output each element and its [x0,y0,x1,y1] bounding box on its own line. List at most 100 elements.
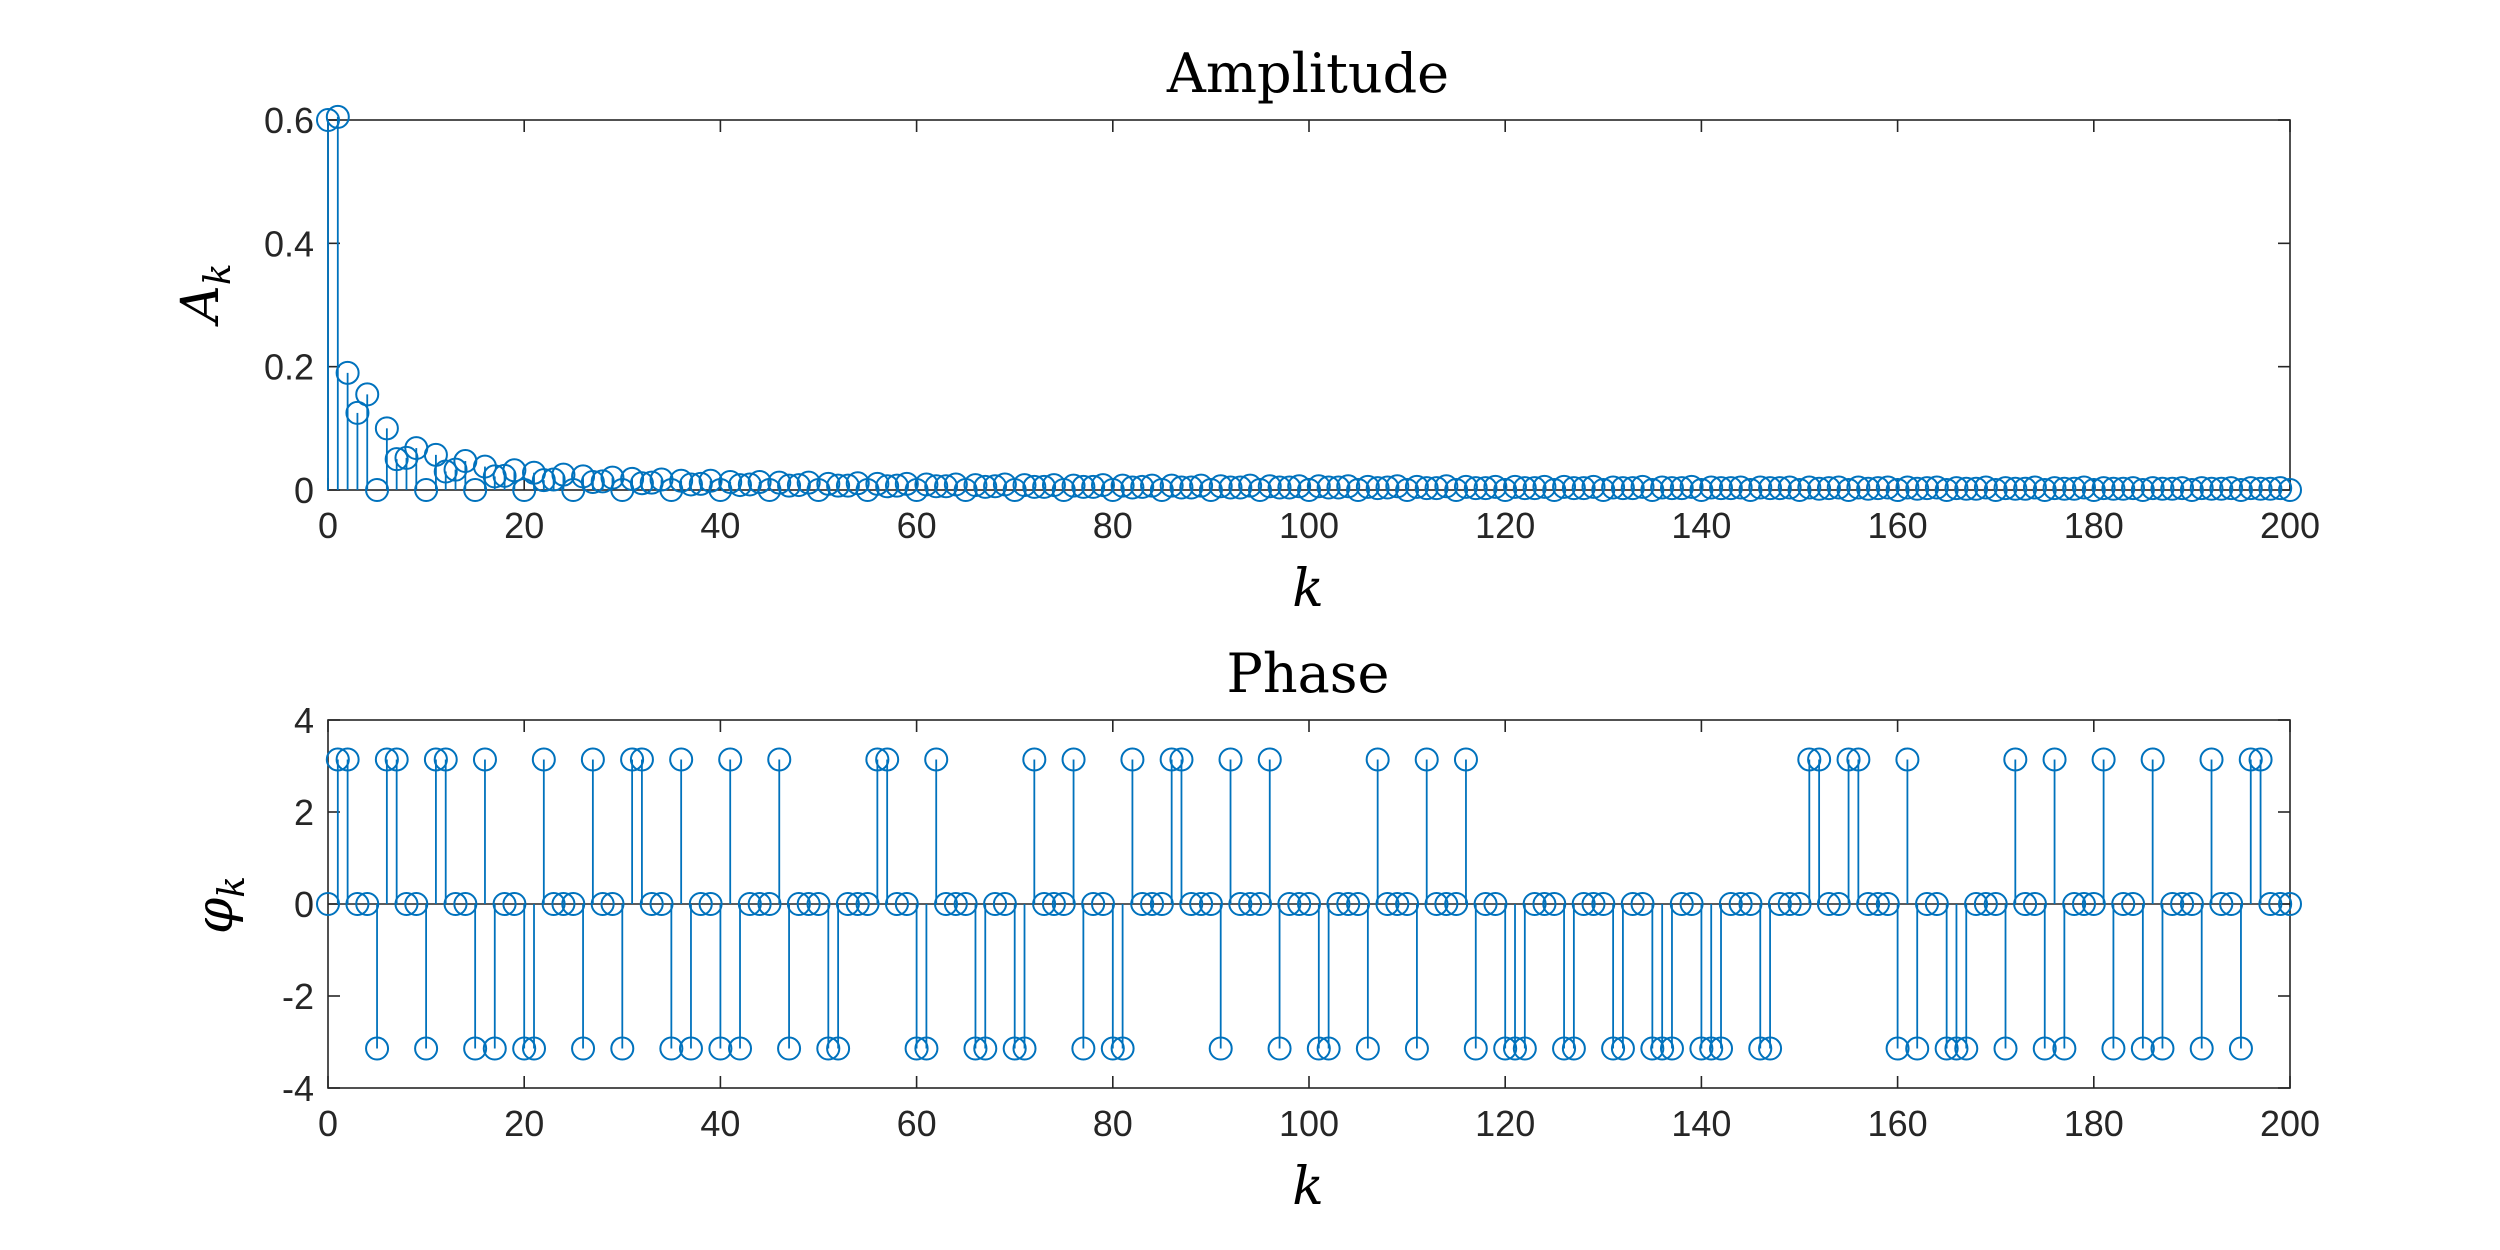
phase-stem-marker [1326,892,1351,916]
phase-ytick-label: 4 [294,700,314,741]
phase-stem-marker [1591,892,1616,916]
amplitude-stem-marker [865,471,890,496]
amplitude-stem-marker [2160,476,2185,501]
phase-stem-marker [374,747,399,772]
phase-stem-marker [316,892,340,916]
phase-xtick-label: 80 [1093,1103,1133,1144]
phase-stem-marker [1699,1036,1724,1061]
amplitude-stem-marker [1650,475,1675,500]
amplitude-stem-marker [1404,474,1429,499]
amplitude-stem-marker [777,473,802,498]
amplitude-stem-marker [1885,478,1910,502]
phase-stem-marker [1267,1036,1292,1061]
phase-stem-marker [1797,747,1822,772]
amplitude-stem-marker [2150,476,2175,501]
amplitude-stem-marker [384,447,409,472]
amplitude-stem-marker [2101,476,2126,501]
phase-stem-marker [1453,747,1478,772]
phase-stem-marker [1365,747,1390,772]
phase-stem-marker [1277,892,1302,916]
phase-stem-marker [1777,892,1802,916]
amplitude-xtick-label: 160 [1868,505,1928,546]
phase-stem-marker [2219,892,2244,916]
phase-stem-marker [492,892,517,916]
phase-stem-marker [620,747,645,772]
phase-stem-marker [737,892,762,916]
amplitude-stem-marker [1591,478,1616,502]
amplitude-stem-marker [728,473,753,498]
amplitude-stem-marker [1895,475,1920,500]
phase-stem-marker [600,892,625,916]
phase-stem-marker [394,892,419,916]
phase-stem-marker [1051,892,1076,916]
amplitude-stem-marker [1267,475,1292,500]
phase-xtick-label: 0 [318,1103,338,1144]
phase-stem-marker [1228,892,1253,916]
phase-stem-marker [924,747,949,772]
phase-stem-marker [1905,1036,1930,1061]
amplitude-stem-marker [629,471,654,496]
amplitude-stem-marker [1728,475,1753,500]
phase-stem-marker [472,747,497,772]
phase-stem-marker [1346,892,1371,916]
amplitude-stem-marker [463,478,488,502]
amplitude-stem-marker [1198,478,1223,502]
phase-stem-marker [1012,1036,1037,1061]
phase-xtick-label: 100 [1279,1103,1339,1144]
phase-ylabel: φk [185,876,253,934]
amplitude-stem-marker [1159,473,1184,498]
amplitude-stem-marker [1385,474,1410,499]
phase-stem-marker [678,1036,703,1061]
amplitude-stem-marker [1512,476,1537,501]
phase-stem-marker [2130,1036,2155,1061]
phase-stem-marker [2238,747,2263,772]
phase-stem-marker [688,892,713,916]
phase-stem-marker [1169,747,1194,772]
phase-stem-marker [1836,747,1861,772]
phase-stem-marker [531,747,556,772]
phase-stem-marker [1483,892,1508,916]
amplitude-stem-marker [1630,474,1655,499]
amplitude-stem-marker [1905,476,1930,501]
amplitude-stem-marker [2238,476,2263,501]
phase-stem-marker [845,892,870,916]
phase-stem-marker [571,1036,596,1061]
amplitude-stem-marker [1375,475,1400,500]
amplitude-stem-marker [590,469,615,494]
amplitude-stem-marker [1561,476,1586,501]
amplitude-xtick-label: 120 [1475,505,1535,546]
amplitude-stem-marker [1718,476,1743,501]
phase-stem-marker [1120,747,1145,772]
amplitude-stem-marker [1679,474,1704,499]
phase-stem-marker [1218,747,1243,772]
phase-stem-marker [1503,1036,1528,1061]
amplitude-stem-marker [718,469,743,494]
amplitude-stem-marker [1247,478,1272,502]
amplitude-stem-marker [1032,474,1057,499]
phase-stem-marker [1738,892,1763,916]
phase-stem-marker [433,747,458,772]
phase-stem-marker [2160,892,2185,916]
phase-stem-marker [1915,892,1940,916]
amplitude-stem-marker [414,478,439,502]
phase-xlabel: k [1292,1157,1324,1217]
amplitude-stem-marker [1699,475,1724,500]
amplitude-stem-marker [1944,476,1969,501]
amplitude-stem-marker [1316,475,1341,500]
amplitude-xtick-label: 80 [1093,505,1133,546]
amplitude-ylabel-sub: k [198,263,239,285]
amplitude-stem-marker [1610,476,1635,501]
amplitude-stem-marker [767,470,792,495]
amplitude-stem-marker [2140,476,2165,501]
amplitude-stem-marker [365,478,390,502]
phase-stem-marker [629,747,654,772]
phase-stem-marker [669,747,694,772]
phase-stem-marker [384,747,409,772]
amplitude-stem-marker [2032,478,2057,502]
amplitude-stem-marker [1797,475,1822,500]
phase-stem-marker [1659,1036,1684,1061]
amplitude-stem-marker [1826,475,1851,500]
phase-stem-marker [1895,747,1920,772]
amplitude-ytick-label: 0 [294,470,314,511]
amplitude-stem-marker [1875,475,1900,500]
